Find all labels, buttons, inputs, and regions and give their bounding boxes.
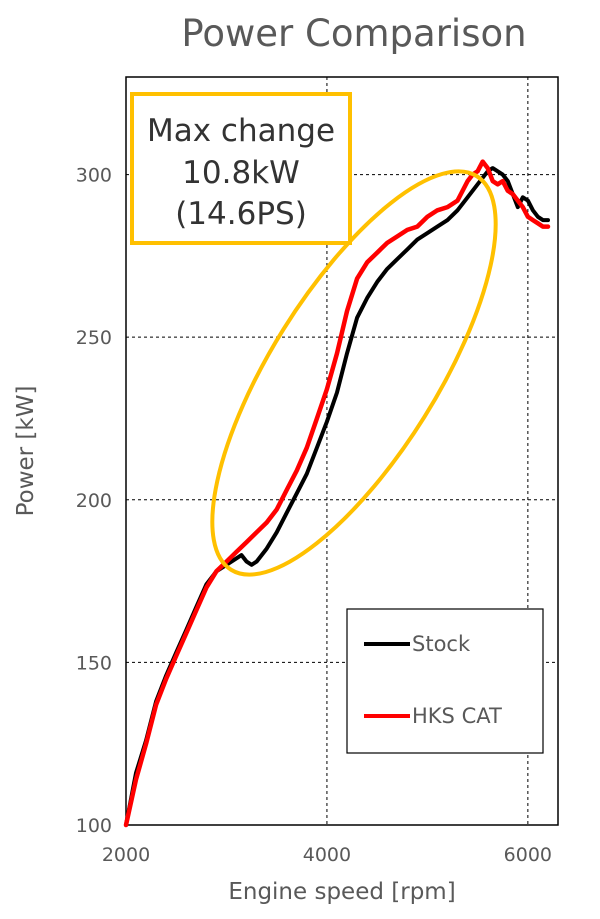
y-tick-200: 200 bbox=[76, 490, 112, 512]
x-tick-4000: 4000 bbox=[303, 844, 351, 866]
legend: Stock HKS CAT bbox=[346, 608, 544, 754]
series-layer bbox=[123, 159, 551, 828]
y-tick-150: 150 bbox=[76, 652, 112, 674]
annotation-line-2: 10.8kW bbox=[182, 155, 300, 191]
annotation-line-3: (14.6PS) bbox=[175, 196, 307, 232]
x-tick-6000: 6000 bbox=[504, 844, 552, 866]
annotation-box: Max change 10.8kW (14.6PS) bbox=[130, 92, 352, 245]
y-tick-100: 100 bbox=[76, 815, 112, 837]
y-tick-250: 250 bbox=[76, 327, 112, 349]
x-axis-label: Engine speed [rpm] bbox=[228, 879, 455, 905]
axis-ticks: 100 150 200 250 300 2000 4000 6000 bbox=[76, 165, 552, 866]
plot-area bbox=[125, 76, 559, 826]
x-tick-2000: 2000 bbox=[102, 844, 150, 866]
legend-label-stock: Stock bbox=[412, 632, 471, 656]
y-axis-label: Power [kW] bbox=[13, 386, 39, 517]
chart-title: Power Comparison bbox=[181, 12, 526, 55]
legend-label-hks-cat: HKS CAT bbox=[412, 704, 502, 728]
legend-box bbox=[346, 608, 544, 754]
highlight-ellipse bbox=[210, 169, 498, 577]
series-line-hks-cat bbox=[123, 159, 551, 828]
y-tick-300: 300 bbox=[76, 165, 112, 187]
annotation-line-1: Max change bbox=[147, 113, 335, 149]
